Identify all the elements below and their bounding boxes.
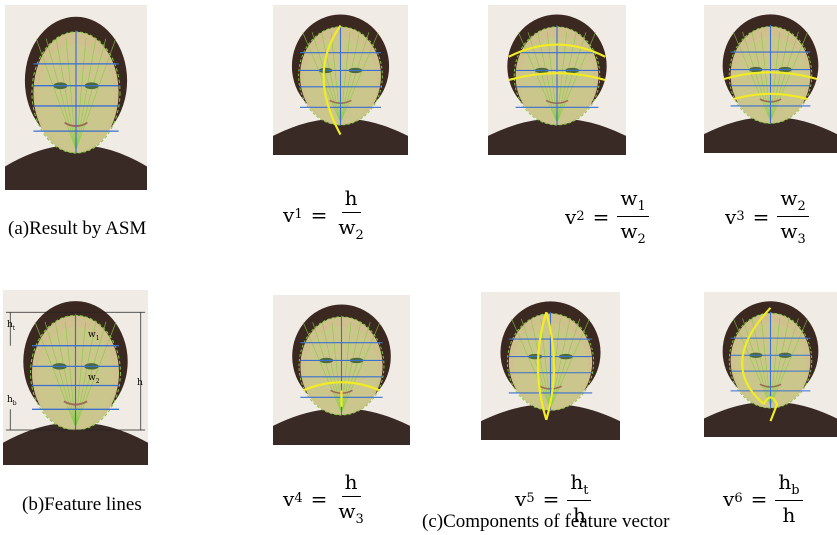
face-v1 [273,5,408,155]
feature-lines-image [3,290,148,465]
label-hb: hb [7,395,17,407]
caption-b: (b)Feature lines [22,494,142,516]
face-v5 [481,292,620,440]
page: (a)Result by ASM ht w1 h w2 hb (b)Featur… [0,0,837,535]
face-v4 [273,295,410,445]
asm-result-image [5,5,147,190]
caption-a: (a)Result by ASM [8,218,148,240]
label-w1: w1 [88,330,100,342]
face-v6 [704,292,837,437]
face-v2 [488,5,626,155]
face-v3 [704,5,837,153]
label-ht: ht [7,320,15,332]
caption-c: (c)Components of feature vector [422,511,669,533]
label-w2: w2 [88,373,100,385]
label-h: h [137,378,143,388]
